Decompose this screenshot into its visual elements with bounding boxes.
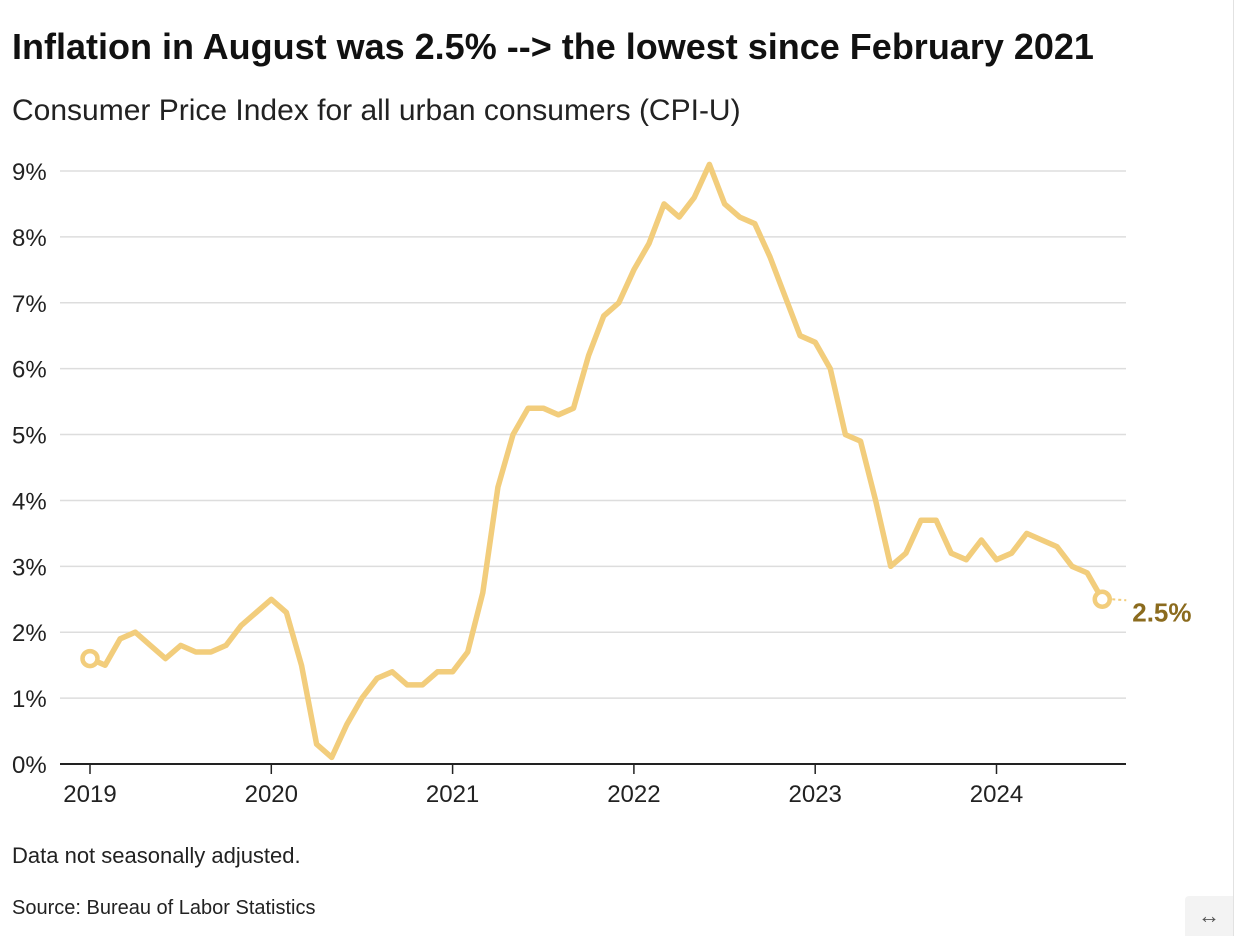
chart-title: Inflation in August was 2.5% --> the low… — [12, 26, 1094, 67]
y-tick-label: 3% — [12, 554, 47, 581]
y-tick-label: 6% — [12, 357, 47, 384]
end-point-marker — [1092, 589, 1113, 610]
x-tick-label: 2022 — [607, 781, 660, 808]
chart-subtitle: Consumer Price Index for all urban consu… — [12, 94, 741, 127]
x-axis-ticks: 2019 2020 2021 2022 2023 2024 — [63, 764, 1023, 808]
y-tick-label: 4% — [12, 488, 47, 515]
y-tick-label: 0% — [12, 752, 47, 779]
start-point-marker — [80, 648, 100, 669]
cpi-line-chart: 0% 1% 2% 3% 4% 5% 6% 7% 8% 9% 2019 2020 2021 2022 202… — [12, 159, 1192, 808]
cpi-series-line — [87, 161, 1106, 761]
y-tick-label: 1% — [12, 686, 47, 713]
x-tick-label: 2024 — [970, 781, 1023, 808]
end-label-leader — [1112, 598, 1127, 602]
x-tick-label: 2023 — [789, 781, 842, 808]
y-tick-label: 2% — [12, 620, 47, 647]
y-tick-label: 5% — [12, 423, 47, 450]
gridlines — [60, 170, 1126, 765]
series-layer — [87, 161, 1106, 761]
expand-icon[interactable]: ↔ — [1185, 896, 1233, 936]
y-tick-label: 9% — [12, 159, 47, 186]
y-tick-label: 8% — [12, 225, 47, 252]
y-axis-ticks: 0% 1% 2% 3% 4% 5% 6% 7% 8% 9% — [12, 159, 47, 779]
footnote: Data not seasonally adjusted. — [12, 843, 301, 868]
markers: 2.5% — [80, 589, 1192, 669]
x-tick-label: 2020 — [245, 781, 298, 808]
source-note: Source: Bureau of Labor Statistics — [12, 897, 316, 919]
end-value-label: 2.5% — [1132, 597, 1191, 627]
x-tick-label: 2021 — [426, 781, 479, 808]
x-tick-label: 2019 — [63, 781, 116, 808]
y-tick-label: 7% — [12, 291, 47, 318]
